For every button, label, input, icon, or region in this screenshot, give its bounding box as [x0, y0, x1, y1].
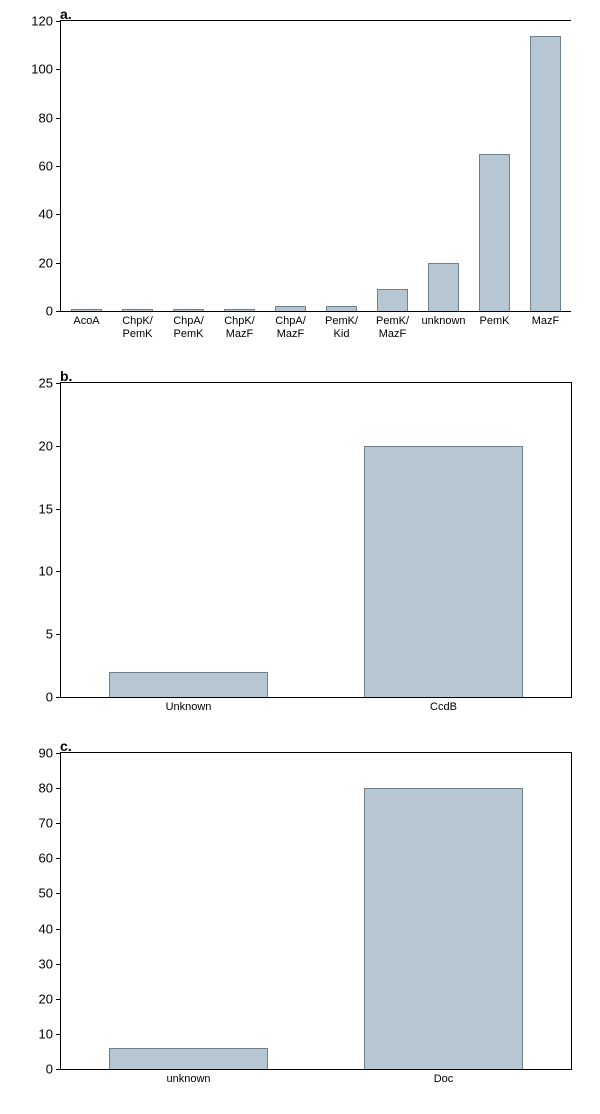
panel-b: b.0510152025UnknownCcdB	[0, 362, 600, 732]
bar	[109, 672, 267, 697]
ytick-mark	[56, 964, 61, 965]
chart-c: 0102030405060708090unknownDoc	[60, 752, 572, 1070]
ytick-mark	[56, 118, 61, 119]
ytick-label: 30	[39, 956, 53, 971]
xtick-label: unknown	[421, 315, 465, 328]
ytick-label: 40	[39, 921, 53, 936]
ytick-label: 20	[39, 991, 53, 1006]
ytick-mark	[56, 214, 61, 215]
ytick-label: 10	[39, 1026, 53, 1041]
ytick-mark	[56, 166, 61, 167]
ytick-mark	[56, 383, 61, 384]
ytick-label: 60	[39, 851, 53, 866]
xtick-label: PemK/ MazF	[376, 315, 409, 340]
bar	[364, 446, 522, 697]
xtick-label: unknown	[166, 1073, 210, 1086]
ytick-mark	[56, 446, 61, 447]
ytick-label: 10	[39, 564, 53, 579]
ytick-label: 50	[39, 886, 53, 901]
bar	[109, 1048, 267, 1069]
ytick-mark	[56, 1034, 61, 1035]
xtick-label: ChpA/ PemK	[173, 315, 204, 340]
bar	[428, 263, 460, 311]
bar	[479, 154, 511, 311]
ytick-label: 80	[39, 110, 53, 125]
bar	[530, 36, 562, 312]
bar	[71, 309, 103, 311]
panel-c: c.0102030405060708090unknownDoc	[0, 732, 600, 1104]
xtick-label: Unknown	[166, 701, 212, 714]
bar	[275, 306, 307, 311]
ytick-mark	[56, 823, 61, 824]
ytick-label: 20	[39, 255, 53, 270]
xtick-label: CcdB	[430, 701, 457, 714]
bar	[364, 788, 522, 1069]
ytick-label: 15	[39, 501, 53, 516]
ytick-mark	[56, 509, 61, 510]
ytick-mark	[56, 999, 61, 1000]
xtick-label: ChpK/ MazF	[224, 315, 255, 340]
ytick-mark	[56, 697, 61, 698]
ytick-label: 5	[46, 627, 53, 642]
ytick-mark	[56, 1069, 61, 1070]
chart-b: 0510152025UnknownCcdB	[60, 382, 572, 698]
ytick-mark	[56, 788, 61, 789]
xtick-label: PemK	[480, 315, 510, 328]
figure: a.020406080100120AcoAChpK/ PemKChpA/ Pem…	[0, 0, 600, 1114]
xtick-label: AcoA	[73, 315, 99, 328]
ytick-mark	[56, 753, 61, 754]
ytick-label: 25	[39, 376, 53, 391]
xtick-label: MazF	[532, 315, 560, 328]
xtick-label: Doc	[434, 1073, 454, 1086]
ytick-label: 0	[46, 1062, 53, 1077]
ytick-label: 120	[31, 14, 53, 29]
xtick-label: ChpA/ MazF	[275, 315, 306, 340]
ytick-label: 40	[39, 207, 53, 222]
bar	[173, 309, 205, 311]
ytick-mark	[56, 634, 61, 635]
bar	[377, 289, 409, 311]
ytick-mark	[56, 571, 61, 572]
panel-a: a.020406080100120AcoAChpK/ PemKChpA/ Pem…	[0, 0, 600, 362]
ytick-label: 70	[39, 816, 53, 831]
ytick-label: 90	[39, 746, 53, 761]
ytick-mark	[56, 21, 61, 22]
ytick-label: 80	[39, 781, 53, 796]
bar	[224, 309, 256, 311]
bar	[122, 309, 154, 311]
ytick-mark	[56, 263, 61, 264]
ytick-label: 0	[46, 304, 53, 319]
ytick-label: 100	[31, 62, 53, 77]
ytick-mark	[56, 69, 61, 70]
ytick-label: 60	[39, 159, 53, 174]
xtick-label: ChpK/ PemK	[122, 315, 153, 340]
ytick-mark	[56, 893, 61, 894]
ytick-mark	[56, 311, 61, 312]
ytick-mark	[56, 929, 61, 930]
xtick-label: PemK/ Kid	[325, 315, 358, 340]
ytick-label: 0	[46, 690, 53, 705]
bar	[326, 306, 358, 311]
ytick-mark	[56, 858, 61, 859]
chart-a: 020406080100120AcoAChpK/ PemKChpA/ PemKC…	[60, 20, 571, 312]
ytick-label: 20	[39, 438, 53, 453]
